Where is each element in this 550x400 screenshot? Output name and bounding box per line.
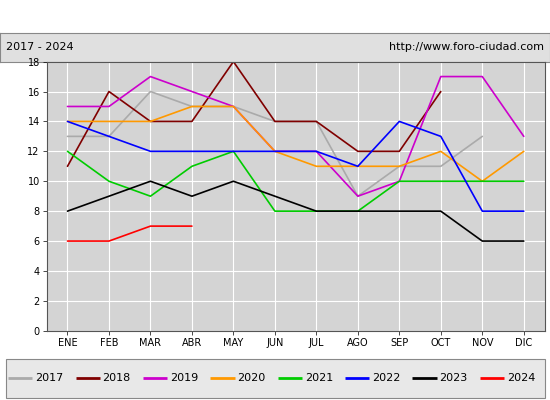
Text: Evolucion del paro registrado en Lomoviejo: Evolucion del paro registrado en Lomovie… (109, 9, 441, 24)
FancyBboxPatch shape (6, 359, 544, 398)
Text: 2018: 2018 (102, 374, 131, 383)
Text: 2017 - 2024: 2017 - 2024 (6, 42, 73, 52)
Text: 2020: 2020 (237, 374, 266, 383)
Text: http://www.foro-ciudad.com: http://www.foro-ciudad.com (389, 42, 544, 52)
Text: 2022: 2022 (372, 374, 400, 383)
Text: 2021: 2021 (305, 374, 333, 383)
Text: 2023: 2023 (439, 374, 468, 383)
Text: 2024: 2024 (507, 374, 535, 383)
Text: 2019: 2019 (170, 374, 198, 383)
Text: 2017: 2017 (35, 374, 63, 383)
